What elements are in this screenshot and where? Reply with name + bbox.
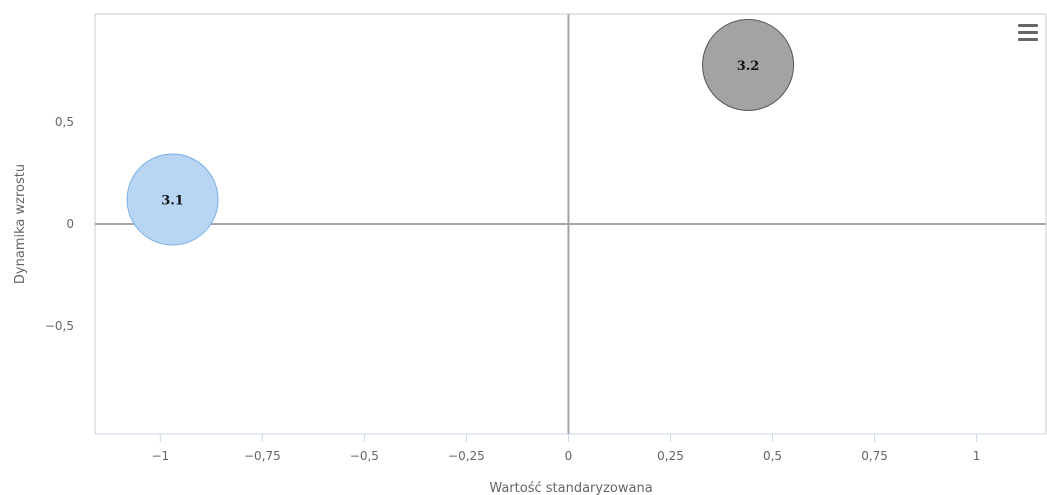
- x-tick-label: −0,75: [244, 449, 281, 463]
- reference-lines: [95, 14, 1046, 434]
- x-tick-label: −0,25: [448, 449, 485, 463]
- y-axis: −0,5 0 0,5: [45, 115, 74, 333]
- bubble-label: 3.2: [737, 59, 760, 74]
- y-tick-label: −0,5: [45, 319, 74, 333]
- bubble-circle[interactable]: [702, 18, 795, 111]
- x-axis-title: Wartość standaryzowana: [489, 481, 652, 495]
- y-tick-label: 0: [66, 217, 74, 231]
- x-tick-label: 1: [973, 449, 981, 463]
- x-tick-label: −0,5: [350, 449, 379, 463]
- hamburger-menu-icon[interactable]: [1014, 20, 1042, 44]
- bubble[interactable]: 3.2: [702, 18, 795, 111]
- y-axis-title: Dynamika wzrostu: [13, 164, 28, 284]
- x-tick-label: 0,75: [861, 449, 888, 463]
- bubble-circle[interactable]: [126, 153, 219, 246]
- x-tick-label: 0: [565, 449, 573, 463]
- x-axis: −1 −0,75 −0,5 −0,25 0 0,25 0,5 0,75 1: [151, 434, 980, 463]
- bubble-label: 3.1: [161, 194, 184, 209]
- x-tick-label: 0,5: [763, 449, 782, 463]
- y-tick-label: 0,5: [55, 115, 74, 129]
- x-tick-label: 0,25: [657, 449, 684, 463]
- x-tick-label: −1: [151, 449, 169, 463]
- bubble[interactable]: 3.1: [126, 153, 219, 246]
- bubble-series: 3.1 3.2: [126, 18, 795, 246]
